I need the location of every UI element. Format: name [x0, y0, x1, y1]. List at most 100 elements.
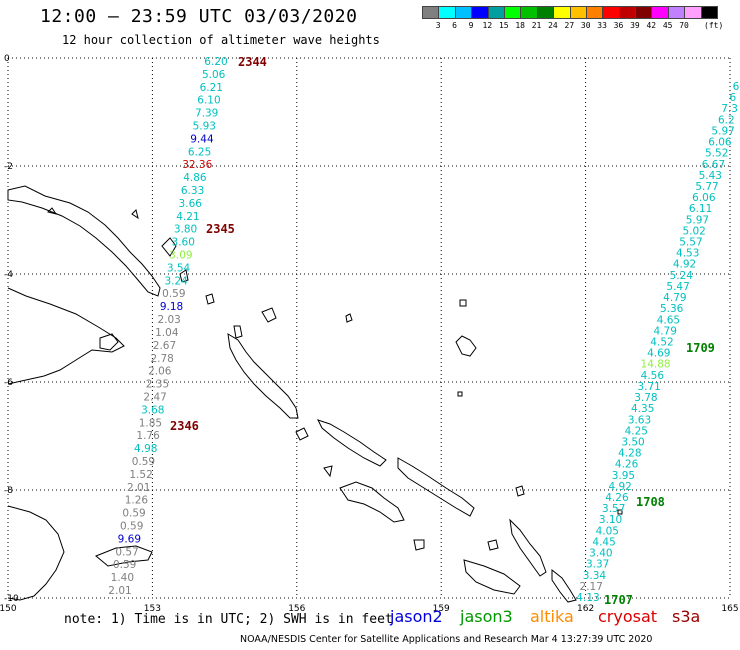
wave-height-label: 0.59: [132, 456, 155, 468]
wave-height-label: 2.47: [143, 391, 166, 403]
wave-height-label: 6.10: [197, 95, 220, 107]
wave-height-label: 3.37: [586, 559, 609, 571]
coastline-makira: [551, 568, 577, 603]
wave-height-label: 4.56: [641, 370, 665, 382]
y-tick-label: -4: [4, 270, 13, 280]
y-tick-label: -6: [4, 378, 13, 388]
wave-height-label: 1.85: [139, 417, 162, 429]
y-tick-label: -10: [4, 594, 19, 604]
wave-height-label: 4.92: [608, 481, 631, 493]
color-scale-bar: [422, 6, 719, 19]
wave-height-label: 2.01: [108, 585, 131, 597]
coastline-island-o: [515, 485, 525, 497]
wave-height-label: 14.88: [641, 359, 671, 371]
legend-item-s3a: s3a: [672, 607, 701, 626]
wave-height-label: 6.06: [692, 192, 716, 204]
x-tick-label: 159: [433, 604, 450, 614]
color-scale-labels: 3 6 9 12 15 18 21 24 27 30 33 36 39 42 45 70: [422, 21, 692, 30]
coastline-malaita: [509, 518, 547, 577]
x-tick-label: 165: [721, 604, 738, 614]
wave-height-label: 5.57: [679, 237, 702, 249]
wave-height-label: 5.77: [695, 181, 718, 193]
wave-height-label: 6.20: [204, 56, 227, 68]
wave-height-label: 3.63: [628, 414, 651, 426]
wave-height-label: 3.57: [602, 503, 625, 515]
wave-height-label: 2.17: [580, 581, 603, 593]
wave-height-label: 2.03: [157, 314, 180, 326]
wave-height-label: 3.60: [172, 237, 195, 249]
wave-height-label: 1.40: [111, 572, 134, 584]
coastline-bougainville: [227, 333, 299, 419]
wave-height-label: 4.69: [647, 348, 670, 360]
wave-height-label: 6.11: [689, 203, 712, 215]
coastline-new-britain: [7, 287, 125, 385]
coastline-new-ireland: [7, 185, 161, 297]
wave-height-label: 4.79: [654, 325, 677, 337]
coastline-island-g: [131, 209, 139, 220]
wave-height-label: 5.24: [670, 270, 694, 282]
wave-height-label: 5.02: [682, 225, 705, 237]
wave-height-label: 6: [729, 92, 736, 104]
wave-height-label: 3.71: [637, 381, 660, 393]
wave-height-label: 32.36: [182, 159, 212, 171]
wave-height-label: 5.36: [660, 303, 684, 315]
pass-time-label: 1708: [636, 495, 665, 509]
coastlines: [7, 185, 623, 603]
pass-time-label: 2344: [238, 55, 267, 69]
wave-height-label: 0.59: [162, 288, 185, 300]
wave-height-label: 2.78: [150, 353, 173, 365]
wave-height-label: 6.33: [181, 185, 204, 197]
scale-label: 30: [580, 21, 591, 30]
wave-height-label: 3.24: [164, 275, 188, 287]
y-tick-label: -8: [4, 486, 13, 496]
wave-height-label: 4.35: [631, 403, 654, 415]
wave-height-label: 0.57: [115, 546, 138, 558]
wave-height-label: 3.10: [599, 514, 622, 526]
scale-label: 15: [498, 21, 509, 30]
wave-height-label: 5.43: [699, 170, 722, 182]
coastline-island-a: [99, 333, 119, 351]
wave-height-label: 3.09: [169, 250, 192, 262]
pass-time-label: 1709: [686, 341, 715, 355]
coastline-new-georgia: [339, 481, 405, 523]
coastline-island-d: [161, 237, 177, 257]
wave-height-label: 4.86: [183, 172, 207, 184]
legend-item-jason2: jason2: [390, 607, 443, 626]
scale-label: 21: [531, 21, 542, 30]
wave-height-label: 3.80: [174, 224, 197, 236]
coastline-island-i: [261, 307, 277, 323]
scale-label: 42: [646, 21, 657, 30]
x-tick-label: 162: [577, 604, 594, 614]
y-tick-label: -2: [4, 162, 13, 172]
wave-height-label: 5.52: [705, 148, 728, 160]
coastline-guadalcanal: [463, 559, 521, 595]
scale-label: 6: [452, 21, 457, 30]
wave-height-label: 9.69: [118, 533, 141, 545]
map-title: 12:00 – 23:59 UTC 03/03/2020: [40, 6, 358, 27]
wave-height-label: 3.68: [141, 404, 164, 416]
wave-height-label: 6.21: [200, 82, 223, 94]
legend-item-altika: altika: [530, 607, 574, 626]
coastline-choiseul: [317, 419, 387, 467]
coastline-island-f: [205, 293, 215, 305]
wave-height-label: 0.59: [120, 520, 143, 532]
footnote: note: 1) Time is in UTC; 2) SWH is in fe…: [64, 612, 393, 627]
wave-height-label: 2.06: [148, 366, 172, 378]
pass-time-label: 1707: [604, 593, 633, 607]
wave-height-label: 3.95: [612, 470, 635, 482]
wave-height-label: 5.97: [711, 125, 734, 137]
axis-tick-labels: 150 153 156 159 162 165 0 -2 -4 -6 -8 -10: [0, 54, 739, 614]
wave-height-label: 1.26: [125, 495, 149, 507]
scale-label: 27: [564, 21, 575, 30]
wave-height-label: 9.18: [160, 301, 183, 313]
x-tick-label: 150: [0, 604, 17, 614]
coastline-island-j: [345, 313, 353, 323]
wave-height-label: 6.67: [702, 159, 725, 171]
scale-label: 33: [597, 21, 607, 30]
x-tick-label: 153: [144, 604, 161, 614]
jason3-pass-a: 6.205.066.216.107.395.939.446.2532.364.8…: [108, 56, 227, 597]
wave-height-label: 0.59: [122, 508, 145, 520]
coastline-island-r: [617, 509, 623, 515]
scale-label: 3: [435, 21, 441, 30]
